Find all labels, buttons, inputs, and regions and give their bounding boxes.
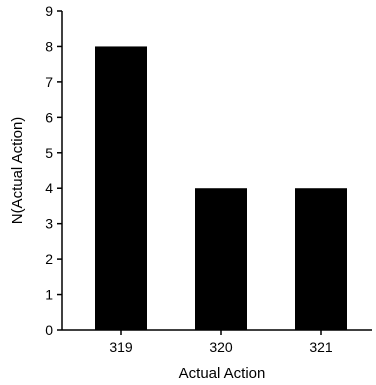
y-axis-ticks: 0 1 2 3 4 5 6 7 8 9 — [45, 3, 62, 338]
y-tick-label: 2 — [45, 251, 53, 267]
y-tick-label: 9 — [45, 3, 53, 19]
x-axis-label: Actual Action — [179, 365, 266, 382]
y-tick-label: 4 — [45, 180, 53, 196]
bars — [95, 46, 347, 330]
y-tick-label: 0 — [45, 322, 53, 338]
bar-320 — [195, 188, 247, 330]
x-tick-label: 321 — [309, 339, 333, 355]
y-tick-label: 6 — [45, 109, 53, 125]
y-tick-label: 8 — [45, 38, 53, 54]
bar-319 — [95, 46, 147, 330]
y-tick-label: 5 — [45, 145, 53, 161]
y-axis-label: N(Actual Action) — [9, 117, 26, 225]
bar-321 — [295, 188, 347, 330]
x-tick-label: 320 — [209, 339, 233, 355]
y-tick-label: 7 — [45, 74, 53, 90]
x-tick-label: 319 — [109, 339, 133, 355]
y-tick-label: 1 — [45, 287, 53, 303]
x-axis-ticks: 319 320 321 — [109, 330, 333, 355]
y-tick-label: 3 — [45, 216, 53, 232]
